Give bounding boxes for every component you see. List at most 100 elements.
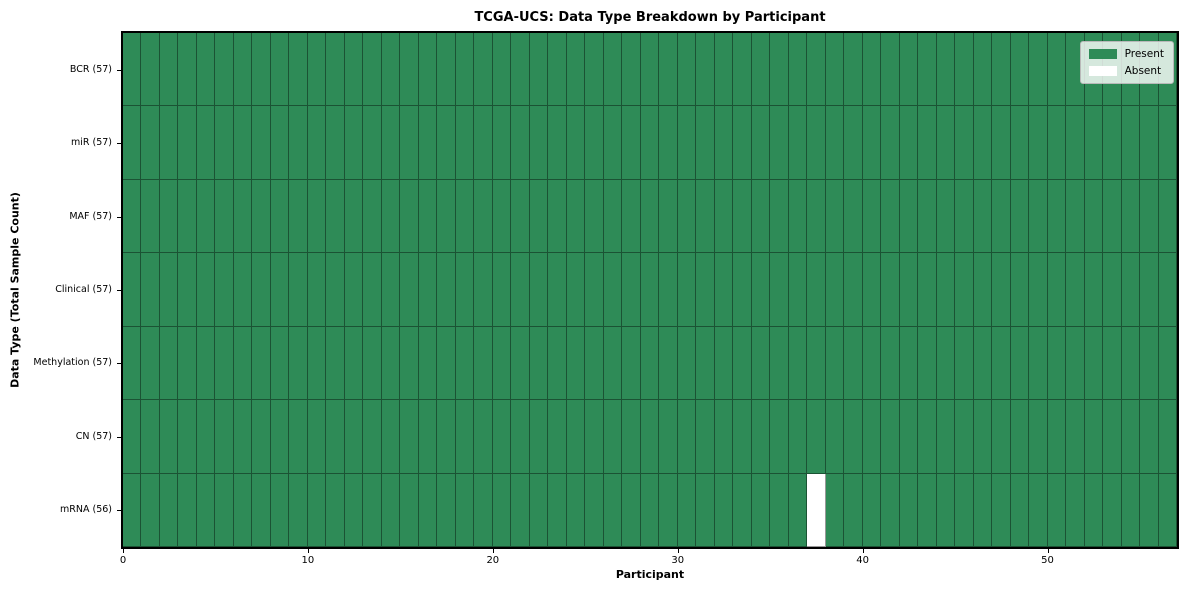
heatmap-cell	[659, 326, 678, 401]
heatmap-cell	[714, 473, 734, 547]
heatmap-cell	[233, 106, 253, 180]
heatmap-cell	[770, 33, 789, 107]
heatmap-cell	[474, 473, 493, 547]
heatmap-cell	[141, 326, 160, 401]
heatmap-cell	[252, 326, 271, 401]
heatmap-cell	[1158, 179, 1177, 254]
heatmap-cell	[825, 326, 845, 401]
heatmap-cell	[1047, 326, 1067, 401]
heatmap-cell	[437, 253, 456, 327]
heatmap-cell	[455, 106, 475, 180]
heatmap-cell	[437, 473, 456, 547]
legend-label-present: Present	[1124, 48, 1164, 60]
heatmap-cell	[659, 473, 678, 547]
heatmap-cell	[548, 33, 567, 107]
legend: Present Absent	[1079, 41, 1174, 84]
y-tick-mark	[117, 436, 121, 438]
heatmap-cell	[141, 179, 160, 254]
heatmap-cell	[1066, 253, 1085, 327]
heatmap-cell	[918, 179, 937, 254]
heatmap-cell	[1121, 106, 1141, 180]
heatmap-cell	[677, 400, 697, 474]
heatmap-cell	[622, 179, 641, 254]
heatmap-cell	[1140, 253, 1159, 327]
heatmap-cell	[1047, 473, 1067, 547]
heatmap-cell	[899, 473, 919, 547]
heatmap-cell	[437, 400, 456, 474]
heatmap-cell	[918, 33, 937, 107]
heatmap-cell	[400, 400, 419, 474]
heatmap-cell	[196, 33, 216, 107]
heatmap-cell	[918, 106, 937, 180]
heatmap-cell	[677, 253, 697, 327]
heatmap-cell	[844, 33, 863, 107]
heatmap-cell	[1121, 473, 1141, 547]
heatmap-cell	[437, 326, 456, 401]
heatmap-cell	[381, 473, 401, 547]
heatmap-cell	[400, 253, 419, 327]
heatmap-cell	[825, 179, 845, 254]
legend-item-present: Present	[1088, 48, 1164, 60]
heatmap-cell	[492, 400, 512, 474]
x-tick-label: 40	[856, 555, 869, 566]
heatmap-cell	[603, 473, 623, 547]
heatmap-cell	[474, 33, 493, 107]
y-tick-mark	[117, 216, 121, 218]
heatmap-cell	[492, 106, 512, 180]
heatmap-cell	[788, 473, 808, 547]
heatmap-cell	[178, 253, 197, 327]
heatmap-cell	[511, 33, 530, 107]
heatmap-cell	[529, 33, 549, 107]
heatmap-cell	[899, 33, 919, 107]
heatmap-cell	[696, 400, 715, 474]
heatmap-cell	[881, 253, 900, 327]
heatmap-cell	[733, 473, 752, 547]
heatmap-cell	[548, 326, 567, 401]
heatmap-cell	[418, 106, 438, 180]
heatmap-cell	[159, 326, 179, 401]
heatmap-cell	[862, 179, 882, 254]
heatmap-cell	[326, 473, 345, 547]
heatmap-cell	[455, 179, 475, 254]
heatmap-cell	[326, 33, 345, 107]
heatmap-cell	[696, 326, 715, 401]
heatmap-cell	[418, 473, 438, 547]
heatmap-cell	[363, 473, 382, 547]
heatmap-cell	[1158, 473, 1177, 547]
heatmap-cell	[344, 33, 364, 107]
plot-area: Present Absent	[121, 31, 1179, 549]
heatmap-cell	[733, 253, 752, 327]
x-tick-label: 10	[301, 555, 315, 566]
heatmap-cell	[1010, 326, 1030, 401]
heatmap-cell	[881, 179, 900, 254]
y-tick-label: miR (57)	[70, 137, 112, 149]
y-tick-label: BCR (57)	[69, 63, 112, 75]
heatmap-cell	[159, 106, 179, 180]
heatmap-cell	[881, 326, 900, 401]
heatmap-cell	[770, 473, 789, 547]
heatmap-cell	[289, 106, 308, 180]
heatmap-cell	[492, 473, 512, 547]
heatmap-cell	[400, 473, 419, 547]
heatmap-cell	[825, 400, 845, 474]
heatmap-cell	[659, 106, 678, 180]
heatmap-cell	[714, 33, 734, 107]
heatmap-cell	[307, 179, 327, 254]
heatmap-cell	[1140, 179, 1159, 254]
y-tick-mark	[117, 363, 121, 365]
heatmap-cell	[844, 179, 863, 254]
heatmap-cell	[233, 253, 253, 327]
heatmap-cell	[400, 326, 419, 401]
heatmap-cell	[270, 253, 290, 327]
x-tick-mark	[862, 549, 864, 553]
heatmap-cell	[899, 179, 919, 254]
heatmap-cell	[714, 253, 734, 327]
heatmap-cell	[307, 253, 327, 327]
heatmap-cell	[418, 253, 438, 327]
heatmap-grid	[123, 33, 1177, 547]
heatmap-cell	[918, 326, 937, 401]
heatmap-cell	[548, 473, 567, 547]
heatmap-cell	[733, 33, 752, 107]
y-tick-mark	[117, 69, 121, 71]
heatmap-cell	[918, 253, 937, 327]
